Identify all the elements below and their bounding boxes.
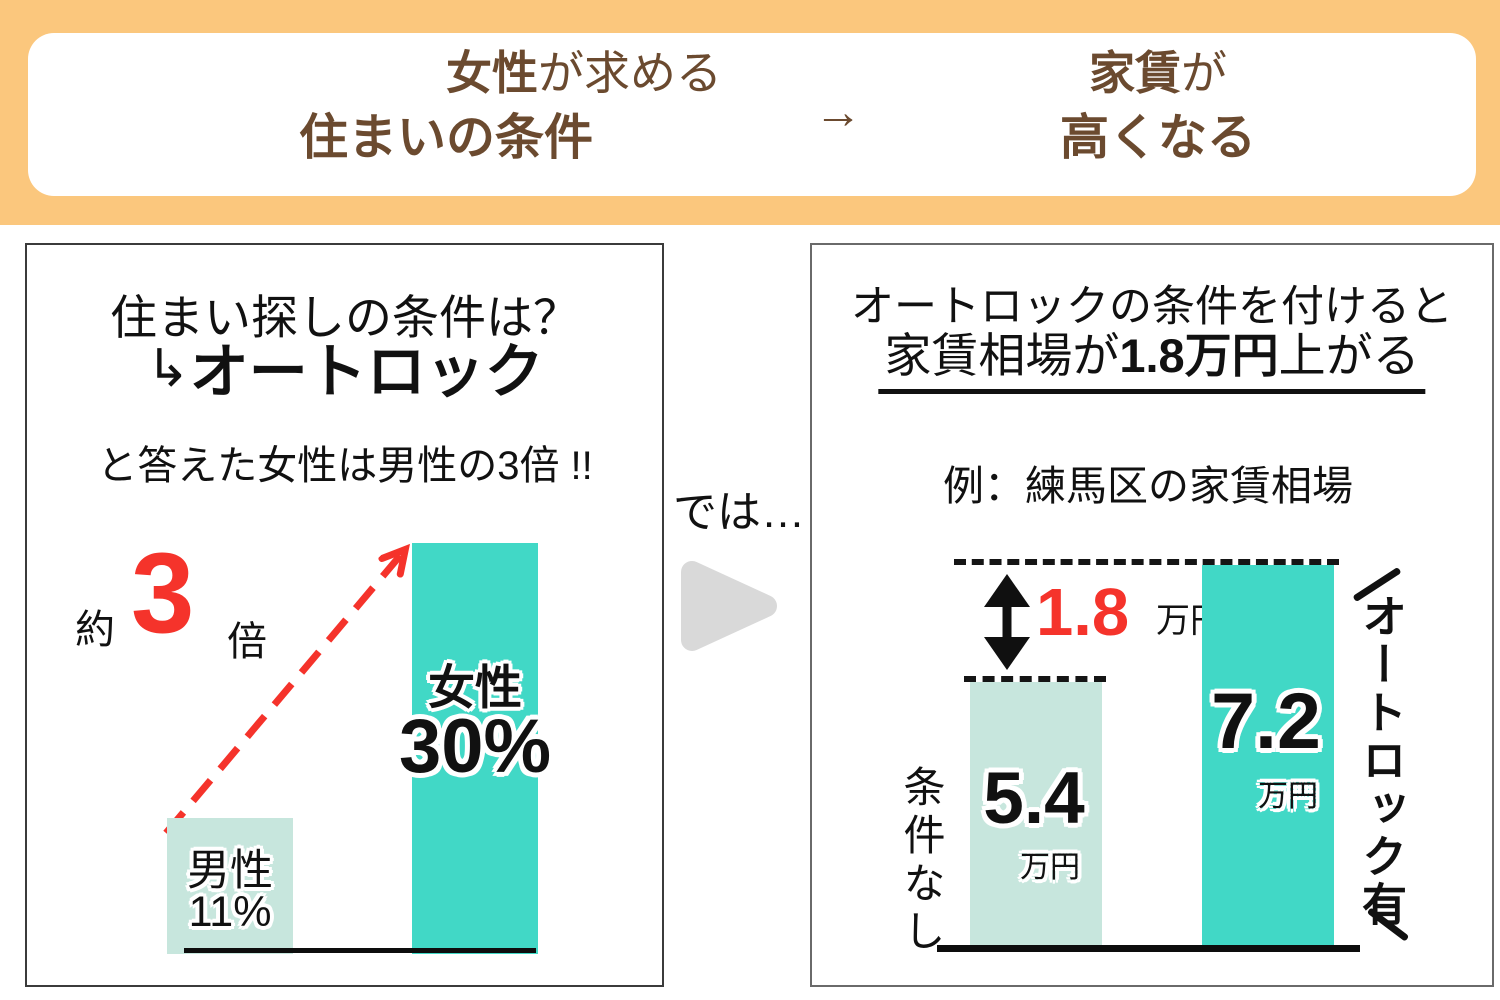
title-line2-post: 上がる [1278, 329, 1420, 382]
banner-right-line2: 高くなる [1059, 111, 1257, 165]
bar-no-condition-value: 5.4 [983, 758, 1085, 839]
connector-label: では… [673, 488, 805, 537]
bar-autolock-value: 7.2 [1211, 676, 1321, 765]
left-panel-answer: ↳オートロック [146, 343, 544, 402]
title-line2-pre: 家賃相場が [884, 329, 1120, 382]
bar-male: 男性 11% [167, 818, 293, 954]
dashed-line-top [954, 559, 1339, 565]
growth-arrow-icon [163, 535, 422, 836]
bar-male-label: 男性 [187, 847, 273, 895]
bar-no-condition-unit: 万円 [1020, 851, 1080, 884]
left-panel-answer-text: オートロック [189, 339, 544, 405]
corner-arrow-icon: ↳ [146, 340, 190, 398]
ratio-value: 3 [131, 530, 195, 657]
banner-left-line1: 女性が求める [446, 50, 722, 96]
banner-right-line1-bold: 家賃 [1089, 47, 1181, 99]
ratio-prefix: 約 [75, 608, 115, 652]
bar-autolock-unit: 万円 [1258, 780, 1318, 813]
bar-autolock: 7.2 万円 [1202, 565, 1334, 950]
right-panel-subtitle: 例：練馬区の家賃相場 [943, 463, 1353, 509]
play-triangle-icon [681, 561, 777, 651]
right-panel: オートロックの条件を付けると 家賃相場が1.8万円上がる 例：練馬区の家賃相場 … [810, 243, 1494, 987]
bar-female-value: 30% [398, 704, 552, 789]
dashed-line-bottom [964, 676, 1106, 682]
left-panel: 住まい探しの条件は？ ↳オートロック と答えた女性は男性の3倍 !! 約 3 倍… [25, 243, 664, 987]
banner-right-line1-rest: が [1181, 47, 1227, 99]
left-panel-subtitle: と答えた女性は男性の3倍 !! [97, 444, 593, 488]
left-panel-title: 住まい探しの条件は？ [110, 291, 580, 344]
ratio-suffix: 倍 [227, 620, 267, 664]
banner-white-box: 女性が求める 住まいの条件 → 家賃が 高くなる [28, 33, 1476, 196]
left-chart-baseline [184, 948, 536, 953]
bar-no-condition: 5.4 万円 [970, 682, 1102, 950]
diff-value: 1.8 [1036, 575, 1130, 650]
banner-left-line1-rest: が求める [538, 47, 722, 99]
bar-female-label: 女性 [428, 661, 522, 714]
bar-female: 女性 30% [399, 543, 551, 954]
right-panel-title-line2: 家賃相場が1.8万円上がる [878, 329, 1426, 395]
banner-left-line1-bold: 女性 [446, 47, 538, 99]
banner-left-line2: 住まいの条件 [298, 111, 594, 165]
bar-autolock-label: オートロック有 [1355, 593, 1406, 929]
banner-right-line1: 家賃が [1089, 50, 1227, 96]
right-arrow-icon: → [814, 86, 862, 139]
right-chart-baseline [937, 945, 1360, 952]
difference-arrow-icon [984, 574, 1030, 670]
banner-background: 女性が求める 住まいの条件 → 家賃が 高くなる [0, 0, 1500, 225]
bar-no-condition-label: 条件なし [898, 765, 945, 957]
right-panel-title-line1: オートロックの条件を付けると [851, 283, 1453, 331]
title-line2-bold: 1.8万円 [1119, 329, 1279, 382]
bar-male-value: 11% [188, 888, 272, 936]
